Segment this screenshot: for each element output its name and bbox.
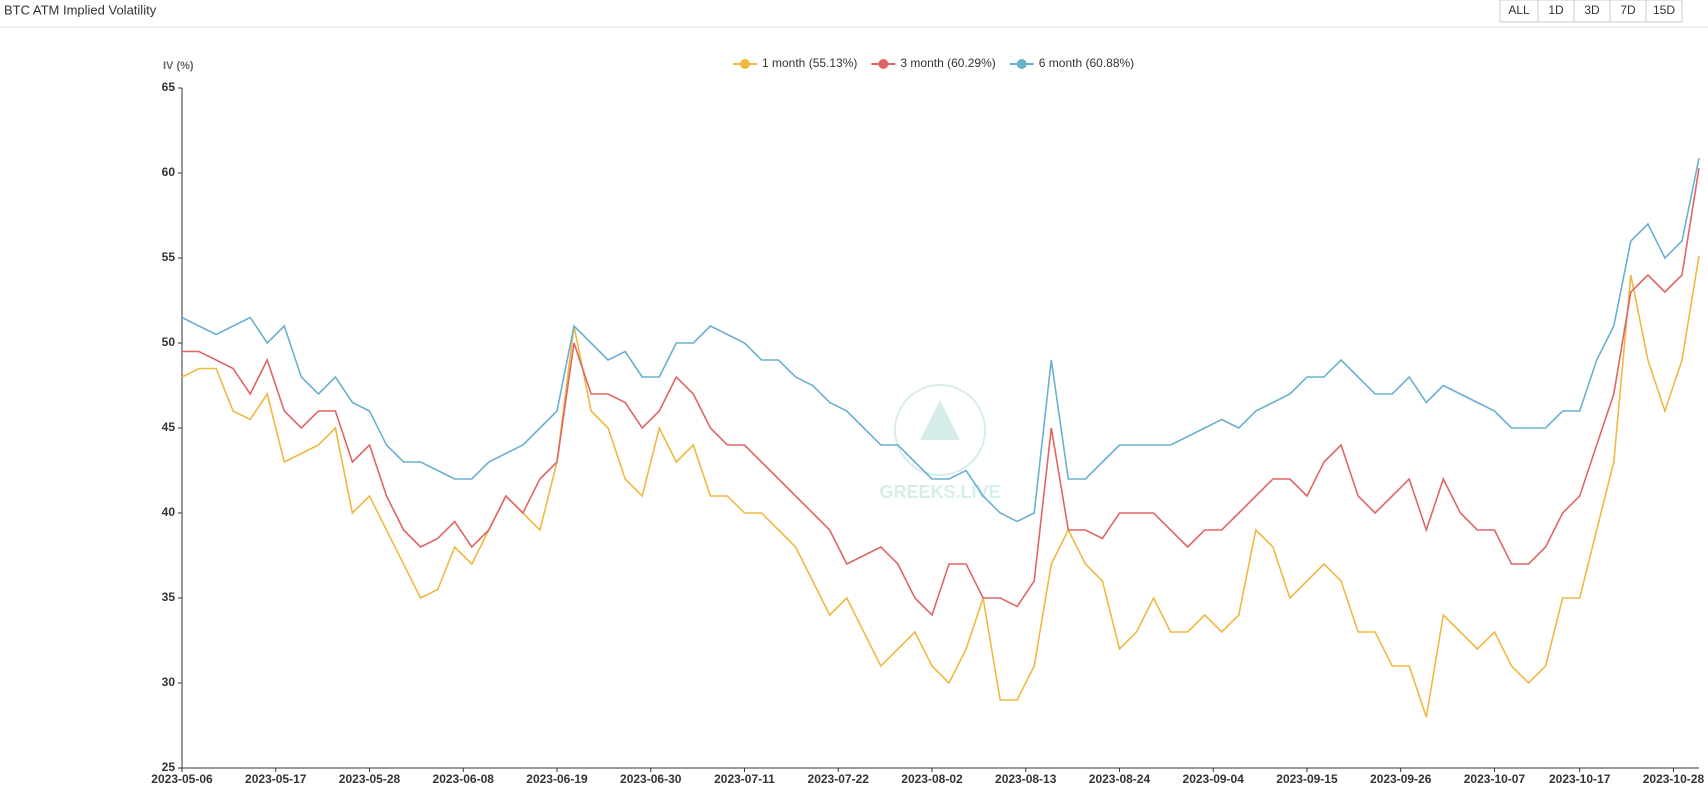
legend-marker [1016, 59, 1027, 69]
series-line [181, 255, 1700, 718]
x-tick-label: 2023-05-06 [151, 772, 213, 786]
range-button[interactable]: 1D [1537, 0, 1575, 23]
watermark-text: GREEKS.LIVE [879, 482, 1000, 502]
x-tick-label: 2023-06-08 [433, 772, 495, 786]
y-tick-label: 55 [162, 250, 176, 264]
button-label: ALL [1508, 3, 1530, 17]
y-tick-label: 65 [162, 80, 176, 94]
legend-label: 6 month (60.88%) [1039, 56, 1134, 70]
range-button[interactable]: 3D [1573, 0, 1611, 23]
legend: 1 month (55.13%) 3 month (60.29%) 6 month … [733, 56, 1134, 70]
range-button[interactable]: 15D [1645, 0, 1683, 23]
range-button[interactable]: ALL [1499, 0, 1539, 23]
legend-marker [740, 59, 750, 69]
range-button[interactable]: 7D [1609, 0, 1647, 23]
legend-label: 1 month (55.13%) [762, 56, 857, 70]
x-tick-label: 2023-08-13 [995, 772, 1057, 786]
x-tick-label: 2023-05-17 [245, 772, 307, 786]
y-axis-label: IV (%) [163, 60, 194, 72]
x-tick-label: 2023-08-02 [901, 772, 963, 786]
series-line [182, 167, 1700, 617]
watermark: GREEKS.LIVE [879, 384, 1001, 502]
x-tick-label: 2023-10-17 [1549, 772, 1611, 786]
x-tick-label: 2023-05-28 [339, 772, 401, 786]
range-buttons: ALL 1D 3D 7D 15D [1499, 0, 1683, 23]
y-tick-label: 60 [162, 165, 176, 179]
x-tick-label: 2023-09-04 [1183, 772, 1245, 786]
y-tick-label: 45 [162, 420, 176, 434]
legend-item[interactable]: 3 month (60.29%) [871, 56, 996, 70]
y-tick-label: 50 [162, 335, 176, 349]
y-tick-label: 30 [162, 675, 176, 689]
x-tick-label: 2023-07-22 [808, 772, 870, 786]
y-tick-label: 25 [162, 760, 176, 774]
legend-item[interactable]: 6 month (60.88%) [1009, 56, 1134, 70]
legend-marker [878, 59, 889, 69]
series-line [181, 157, 1700, 523]
x-tick-label: 2023-10-28 [1643, 772, 1705, 786]
x-tick-label: 2023-09-26 [1370, 772, 1432, 786]
legend-item[interactable]: 1 month (55.13%) [733, 56, 857, 70]
button-box [1645, 0, 1683, 23]
x-tick-label: 2023-06-30 [620, 772, 682, 786]
legend-label: 3 month (60.29%) [900, 56, 995, 70]
button-label: 3D [1584, 3, 1600, 17]
button-label: 7D [1620, 3, 1636, 17]
x-tick-label: 2023-06-19 [526, 772, 588, 786]
button-label: 1D [1548, 3, 1564, 17]
x-tick-label: 2023-08-24 [1089, 772, 1151, 786]
page-title: BTC ATM Implied Volatility [4, 2, 157, 17]
x-tick-label: 2023-07-11 [714, 772, 775, 786]
button-label: 15D [1653, 3, 1675, 17]
x-tick-label: 2023-10-07 [1464, 772, 1526, 786]
y-tick-label: 40 [162, 505, 176, 519]
y-tick-label: 35 [162, 590, 176, 604]
x-tick-label: 2023-09-15 [1276, 772, 1338, 786]
